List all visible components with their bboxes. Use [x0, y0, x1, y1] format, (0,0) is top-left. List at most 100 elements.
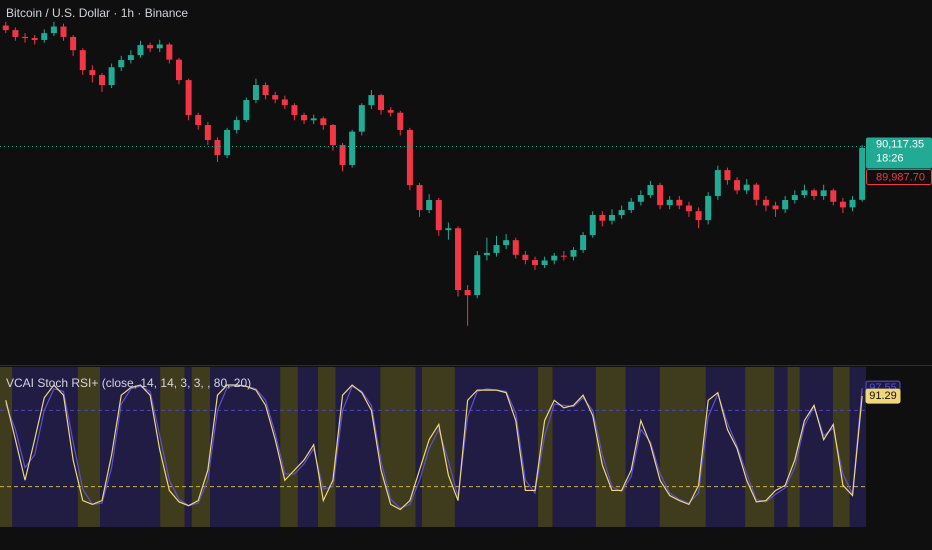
zone — [184, 367, 192, 527]
candle-body — [243, 100, 250, 121]
candle-body — [628, 201, 635, 211]
candle-body — [368, 95, 375, 106]
candle-body — [734, 180, 741, 191]
candle-body — [512, 240, 519, 255]
candle-body — [791, 195, 798, 201]
candle-body — [98, 75, 105, 86]
zone — [0, 367, 13, 527]
candle-body — [406, 129, 413, 186]
candle-body — [753, 184, 760, 200]
candle-body — [185, 80, 192, 115]
candle-body — [31, 38, 38, 40]
candle-body — [272, 95, 279, 100]
candle-body — [637, 195, 644, 202]
candle-body — [310, 118, 317, 121]
zone — [774, 367, 788, 527]
candle-body — [724, 170, 731, 181]
zone — [538, 367, 553, 527]
candle-body — [79, 50, 86, 71]
chart-title: Bitcoin / U.S. Dollar · 1h · Binance — [6, 6, 188, 20]
candle-body — [772, 205, 779, 210]
candle-body — [349, 131, 356, 165]
candle-body — [387, 110, 394, 113]
candle-body — [580, 235, 587, 251]
last-price-label: 90,117.35 — [876, 138, 924, 150]
candle-body — [397, 112, 404, 130]
candle-body — [647, 185, 654, 196]
candle-body — [156, 44, 163, 49]
zone — [12, 367, 78, 527]
candle-body — [801, 190, 808, 196]
candle-body — [695, 211, 702, 221]
candle-body — [859, 147, 866, 200]
zone — [297, 367, 318, 527]
candle-body — [589, 214, 596, 236]
candle-body — [666, 199, 673, 206]
candle-body — [224, 129, 231, 156]
candle-body — [570, 250, 577, 257]
zone — [625, 367, 660, 527]
candle-body — [657, 185, 664, 206]
candle-body — [118, 60, 125, 68]
candle-body — [541, 260, 548, 265]
candle-body — [608, 214, 615, 221]
candle-body — [714, 170, 721, 197]
zone — [454, 367, 539, 527]
candle-body — [618, 210, 625, 215]
candle-body — [195, 114, 202, 126]
candle-body — [108, 67, 115, 86]
indicator-line — [5, 384, 863, 511]
candle-body — [839, 201, 846, 208]
candle-body — [233, 120, 240, 130]
candle-body — [531, 260, 538, 265]
candle-body — [358, 105, 365, 132]
candle-body — [830, 190, 837, 202]
zone — [552, 367, 596, 527]
zone — [705, 367, 746, 527]
candle-body — [599, 214, 606, 221]
candle-body — [301, 114, 308, 121]
candle-body — [137, 45, 144, 56]
candle-body — [291, 105, 298, 115]
candle-body — [214, 139, 221, 156]
candle-body — [175, 59, 182, 81]
zone — [787, 367, 800, 527]
zone — [210, 367, 281, 527]
value-label: 91.29 — [869, 390, 897, 402]
candle-body — [782, 200, 789, 210]
zone — [280, 367, 298, 527]
value-box — [865, 388, 901, 404]
candle-body — [12, 30, 19, 37]
zone — [745, 367, 775, 527]
candle-body — [493, 245, 500, 253]
zone — [849, 367, 866, 527]
candle-body — [50, 26, 57, 34]
candle-body — [445, 228, 452, 231]
candle-body — [762, 199, 769, 206]
candle-body — [41, 33, 48, 40]
candle-body — [820, 190, 827, 197]
candle-body — [281, 99, 288, 106]
candle-body — [551, 255, 558, 261]
candle-body — [70, 36, 77, 51]
zone — [415, 367, 422, 527]
last-price-box — [866, 137, 932, 169]
candle-body — [262, 85, 269, 96]
candle-body — [811, 190, 818, 197]
countdown-label: 18:26 — [876, 152, 904, 164]
candle-body — [474, 255, 481, 296]
candle-body — [329, 125, 336, 146]
candle-body — [685, 205, 692, 212]
candle-body — [204, 125, 211, 140]
zone — [799, 367, 833, 527]
candle-body — [147, 45, 154, 49]
candle-body — [378, 95, 385, 111]
zone — [659, 367, 706, 527]
candle-body — [2, 25, 9, 31]
candle-body — [320, 118, 327, 126]
candle-body — [849, 199, 856, 208]
candle-body — [252, 85, 259, 101]
candle-body — [89, 70, 96, 76]
